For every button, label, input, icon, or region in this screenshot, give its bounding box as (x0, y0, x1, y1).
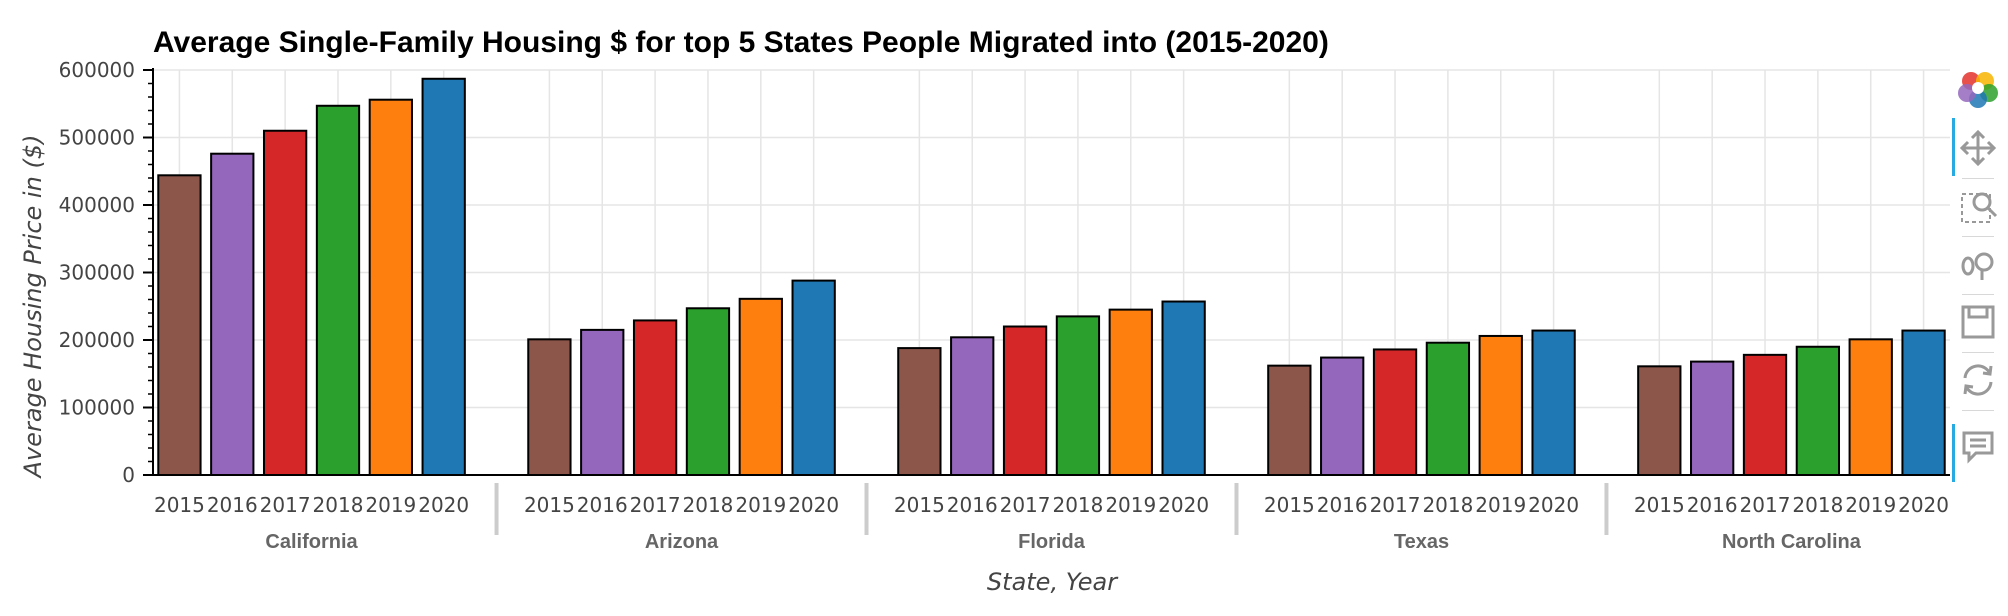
y-tick-label: 0 (122, 463, 135, 487)
bar-texas-2015 (1267, 364, 1312, 476)
pan-icon[interactable] (1956, 126, 2000, 170)
bar-california-2020 (421, 77, 466, 477)
bar-california-2019 (368, 98, 413, 476)
bar-florida-2017 (1002, 325, 1048, 476)
group-label: North Carolina (1722, 531, 1862, 553)
bar-chart: Average Single-Family Housing $ for top … (19, 26, 1950, 596)
x-tick-label: 2020 (1898, 493, 1949, 517)
y-tick-label: 300000 (59, 261, 135, 285)
x-tick-label: 2015 (894, 493, 945, 517)
y-axis: 0 100000 200000 300000 400000 500000 600000 (59, 58, 154, 487)
x-tick-label: 2017 (260, 493, 311, 517)
bar-arizona-2018 (685, 307, 731, 476)
x-tick-label: 2016 (947, 493, 998, 517)
x-tick-label: 2015 (1634, 493, 1685, 517)
y-tick-label: 400000 (59, 193, 135, 217)
y-tick-label: 200000 (59, 328, 135, 352)
bar-california-2017 (262, 129, 308, 476)
bar-florida-2019 (1108, 308, 1153, 476)
chart-title: Average Single-Family Housing $ for top … (153, 26, 1329, 59)
box-zoom-icon[interactable] (1956, 184, 2000, 228)
bokeh-logo-icon[interactable] (1956, 66, 2000, 110)
x-tick-label: 2016 (577, 493, 628, 517)
bar-california-2016 (210, 152, 255, 476)
bar-north-carolina-2018 (1795, 345, 1841, 476)
x-tick-label: 2016 (1317, 493, 1368, 517)
bar-florida-2020 (1161, 300, 1206, 476)
group-label: California (265, 531, 358, 553)
x-tick-label: 2015 (524, 493, 575, 517)
bars (157, 77, 1946, 477)
wheel-zoom-icon[interactable] (1956, 242, 2000, 286)
x-axis-label: State, Year (987, 568, 1119, 596)
reset-icon[interactable] (1956, 358, 2000, 402)
bar-florida-2015 (897, 347, 942, 477)
x-tick-label: 2020 (788, 493, 839, 517)
x-tick-label: 2018 (1422, 493, 1473, 517)
bar-arizona-2015 (527, 338, 572, 477)
group-label: Arizona (645, 531, 719, 553)
bar-texas-2016 (1320, 356, 1365, 476)
y-axis-label: Average Housing Price in ($) (19, 135, 47, 480)
x-tick-label: 2019 (1475, 493, 1526, 517)
bar-florida-2016 (950, 336, 995, 476)
x-tick-label: 2018 (313, 493, 364, 517)
bar-california-2015 (157, 174, 202, 477)
x-tick-label: 2019 (1105, 493, 1156, 517)
hover-icon[interactable] (1956, 424, 2000, 468)
bar-florida-2018 (1055, 315, 1101, 476)
x-tick-label: 2017 (1370, 493, 1421, 517)
bar-north-carolina-2020 (1901, 329, 1946, 476)
y-tick-label: 600000 (59, 58, 135, 82)
bar-california-2018 (315, 104, 361, 477)
group-label: Florida (1018, 531, 1086, 553)
bar-arizona-2020 (791, 279, 836, 476)
bar-arizona-2019 (738, 297, 783, 477)
bar-texas-2020 (1531, 329, 1576, 476)
bar-north-carolina-2017 (1742, 353, 1788, 477)
bar-north-carolina-2016 (1690, 360, 1735, 477)
group-label: Texas (1394, 531, 1449, 553)
x-tick-label: 2016 (207, 493, 258, 517)
x-tick-label: 2015 (154, 493, 205, 517)
x-tick-label: 2017 (1740, 493, 1791, 517)
x-tick-label: 2020 (1528, 493, 1579, 517)
bar-arizona-2017 (632, 319, 678, 476)
bar-texas-2019 (1478, 334, 1523, 477)
x-tick-label: 2019 (735, 493, 786, 517)
x-tick-label: 2017 (1000, 493, 1051, 517)
y-tick-label: 100000 (59, 396, 135, 420)
x-tick-label: 2017 (630, 493, 681, 517)
toolbar (1952, 60, 2004, 482)
bar-north-carolina-2015 (1637, 365, 1682, 477)
x-tick-label: 2015 (1264, 493, 1315, 517)
bar-north-carolina-2019 (1848, 338, 1893, 477)
x-tick-label: 2018 (683, 493, 734, 517)
x-tick-label: 2016 (1687, 493, 1738, 517)
bar-texas-2018 (1425, 341, 1471, 477)
x-tick-label: 2018 (1792, 493, 1843, 517)
bar-arizona-2016 (580, 328, 625, 476)
x-tick-label: 2019 (365, 493, 416, 517)
y-tick-label: 500000 (59, 126, 135, 150)
x-tick-label: 2020 (418, 493, 469, 517)
save-icon[interactable] (1956, 300, 2000, 344)
bar-texas-2017 (1372, 348, 1418, 477)
x-tick-label: 2020 (1158, 493, 1209, 517)
x-tick-label: 2019 (1845, 493, 1896, 517)
x-tick-label: 2018 (1052, 493, 1103, 517)
